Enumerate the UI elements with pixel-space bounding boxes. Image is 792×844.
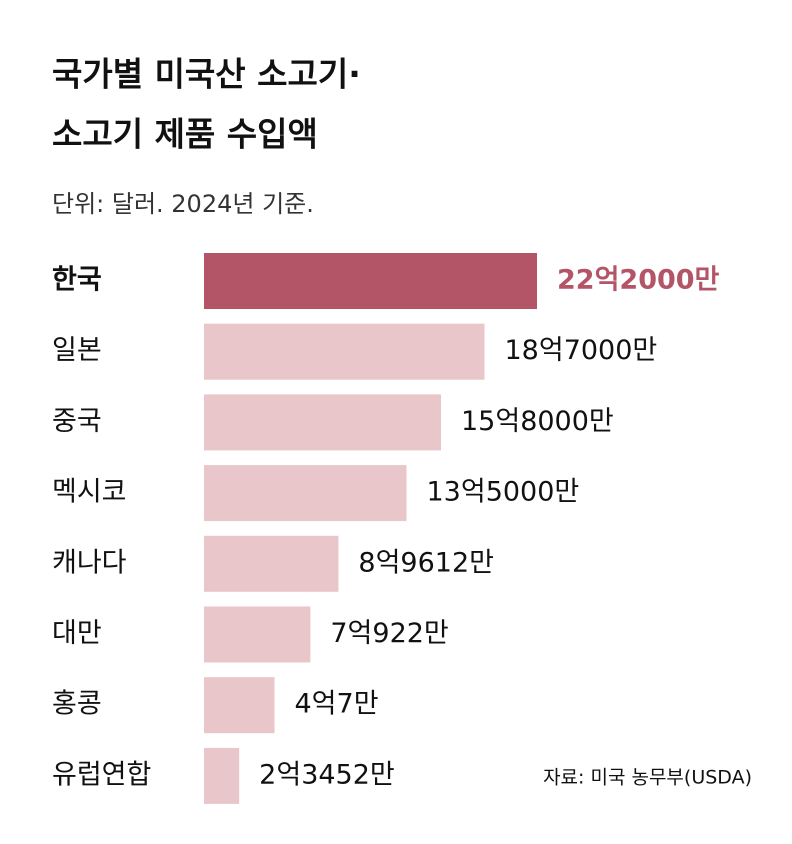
bar: [204, 535, 339, 592]
category-label: 중국: [52, 406, 102, 437]
bar: [204, 747, 240, 804]
category-label: 유럽연합: [52, 759, 151, 790]
bar: [204, 253, 537, 309]
value-label: 15억8000만: [461, 406, 614, 437]
value-label: 2억3452만: [259, 759, 395, 790]
bar: [204, 606, 311, 663]
category-label: 한국: [52, 265, 102, 296]
value-label: 4억7만: [295, 689, 379, 720]
category-label: 일본: [52, 335, 102, 366]
value-label: 13억5000만: [427, 477, 580, 508]
chart-title: 국가별 미국산 소고기·: [52, 55, 361, 94]
value-label: 22억2000만: [557, 265, 720, 296]
bar: [204, 677, 275, 734]
bar: [204, 323, 485, 380]
value-label: 7억922만: [330, 618, 448, 649]
category-label: 홍콩: [52, 689, 102, 720]
value-label: 8억9612만: [358, 547, 494, 578]
chart-subtitle: 단위: 달러. 2024년 기준.: [52, 190, 314, 218]
chart-title: 소고기 제품 수입액: [52, 115, 318, 154]
category-label: 멕시코: [52, 477, 127, 508]
category-label: 대만: [52, 618, 102, 649]
value-label: 18억7000만: [505, 335, 658, 366]
source: 자료: 미국 농무부(USDA): [543, 767, 752, 789]
bar: [204, 394, 441, 451]
bar: [204, 465, 407, 522]
category-label: 캐나다: [52, 547, 127, 578]
